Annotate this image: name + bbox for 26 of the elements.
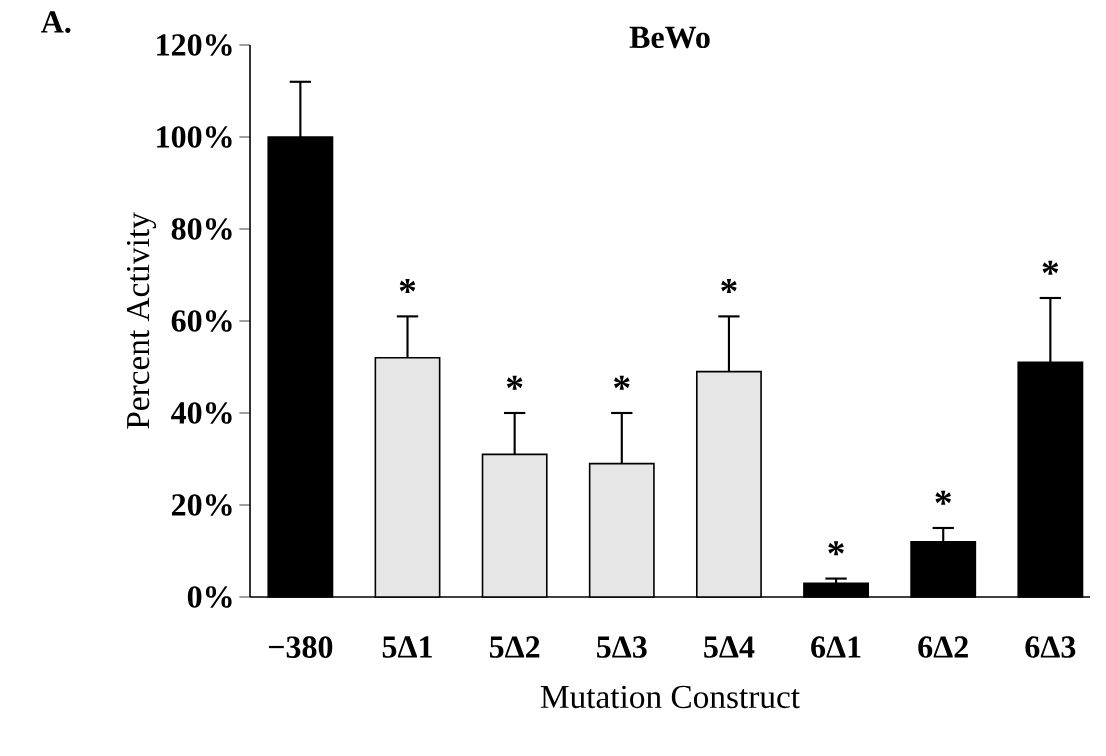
x-tick-label: 6Δ1	[811, 636, 861, 658]
data-label: *	[935, 490, 951, 505]
data-label: *	[399, 279, 416, 294]
data-label: *	[1042, 260, 1059, 275]
text: A.	[41, 11, 71, 33]
y-tick-label: 0%	[187, 586, 232, 608]
y-tick-label: 80%	[171, 218, 232, 240]
x-tick-label: 5Δ3	[597, 636, 647, 658]
x-tick-label: 5Δ2	[489, 636, 540, 658]
y-tick-label: 40%	[171, 402, 232, 424]
x-tick-label: 5Δ1	[382, 636, 432, 658]
x-tick-label: 5Δ4	[704, 636, 755, 658]
y-tick-label: 60%	[171, 310, 232, 332]
y-tick-label: 100%	[157, 126, 232, 148]
data-label: *	[828, 541, 844, 556]
y-axis-title: Percent Activity	[126, 212, 157, 429]
x-tick-label: 6Δ2	[918, 636, 968, 658]
x-tick-label: −380	[268, 636, 333, 658]
x-tick-label: 6Δ3	[1025, 636, 1076, 658]
chart-title: BeWo	[629, 26, 710, 49]
data-label: *	[614, 375, 630, 390]
data-label: *	[506, 375, 523, 390]
x-axis-title: Mutation Construct	[540, 685, 800, 709]
y-tick-label: 20%	[171, 494, 232, 516]
data-label: *	[721, 279, 737, 294]
y-tick-label: 120%	[157, 34, 232, 56]
